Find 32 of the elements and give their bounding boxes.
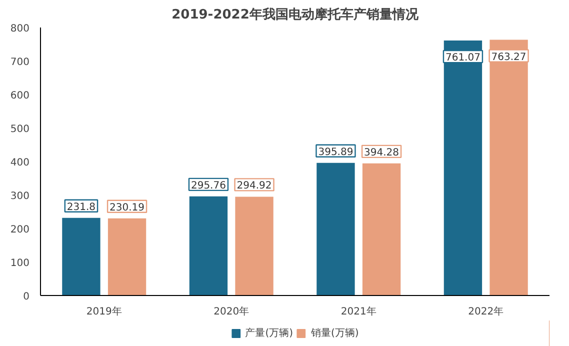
bar (62, 218, 100, 296)
data-label: 294.92 (236, 180, 272, 192)
data-label: 295.76 (190, 180, 226, 192)
bar (490, 40, 528, 296)
x-tick-label: 2019年 (86, 306, 122, 318)
bar (235, 196, 274, 296)
data-label: 230.19 (110, 202, 145, 214)
bar (316, 162, 355, 296)
y-tick-label: 700 (10, 57, 30, 68)
bar (362, 163, 401, 296)
bar (189, 196, 228, 296)
y-tick-label: 600 (10, 90, 30, 102)
x-tick-label: 2020年 (214, 306, 250, 318)
x-tick-label: 2021年 (340, 306, 376, 318)
data-label: 763.27 (491, 52, 526, 63)
data-label: 231.8 (66, 202, 96, 213)
legend-label: 产量(万辆) (245, 326, 293, 340)
legend-label: 销量(万辆) (311, 327, 359, 340)
y-tick-label: 800 (10, 24, 30, 34)
chart-title: 2019-2022年我国电动摩托车产销量情况 (172, 6, 420, 22)
bar (108, 218, 146, 296)
y-tick-label: 400 (10, 158, 30, 168)
y-tick-label: 300 (10, 191, 30, 202)
data-label: 395.89 (318, 146, 354, 158)
data-label: 761.07 (445, 52, 480, 64)
bar (444, 40, 482, 296)
y-tick-label: 0 (23, 292, 30, 302)
y-tick-label: 100 (10, 258, 30, 269)
data-label: 394.28 (364, 147, 400, 158)
y-tick-label: 200 (10, 224, 30, 236)
y-tick-label: 500 (10, 124, 30, 135)
x-tick-label: 2022年 (468, 306, 504, 318)
